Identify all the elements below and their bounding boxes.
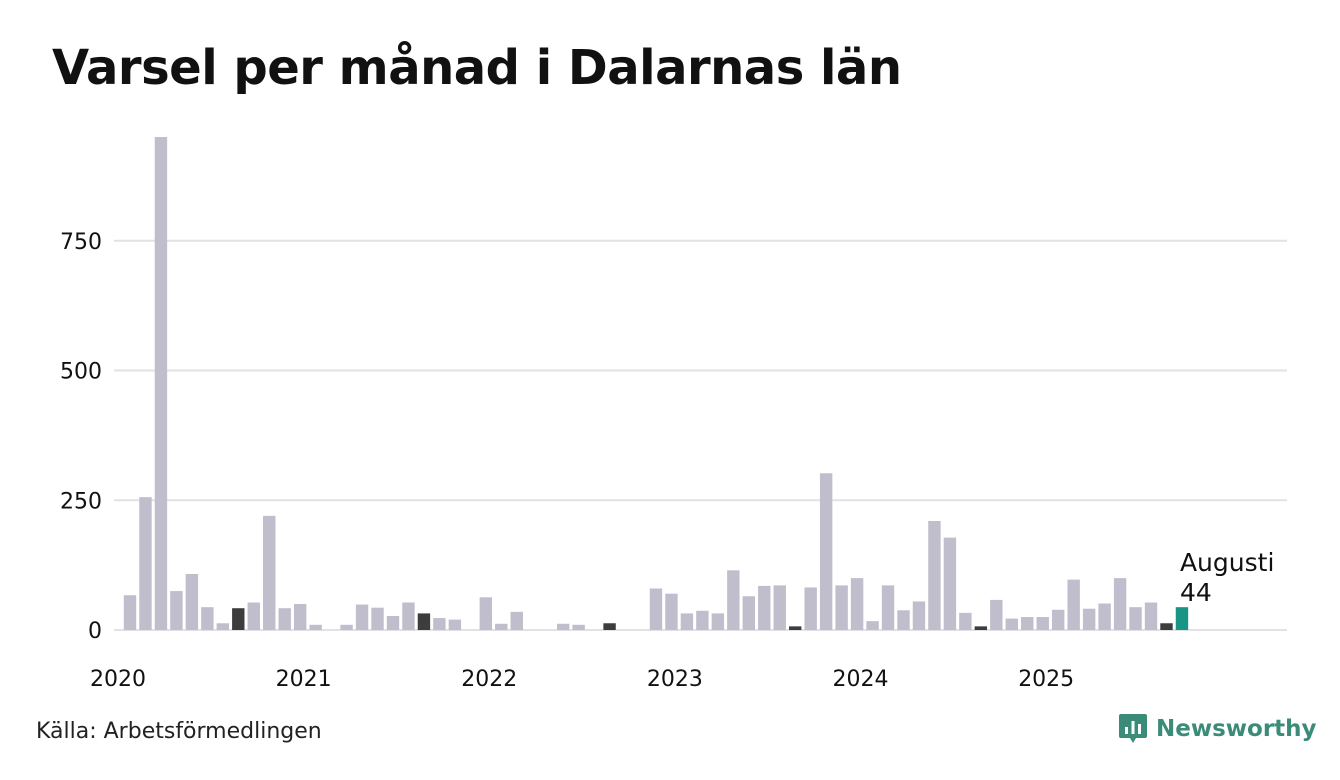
bar — [201, 607, 214, 630]
bar — [309, 624, 322, 630]
x-tick-label-2023: 2023 — [647, 667, 703, 692]
bar — [742, 596, 755, 630]
newsworthy-logo[interactable]: Newsworthy — [1118, 712, 1317, 746]
bar — [154, 137, 168, 630]
x-tick-label-2022: 2022 — [461, 667, 517, 692]
bars — [123, 137, 1189, 630]
bar — [835, 585, 848, 630]
bar — [572, 624, 585, 630]
grid-lines — [114, 239, 1287, 631]
newsworthy-icon — [1119, 714, 1147, 743]
bar — [727, 570, 740, 630]
bar — [789, 626, 802, 630]
x-tick-label-2020: 2020 — [90, 667, 146, 692]
bar — [928, 521, 941, 630]
bar — [247, 602, 260, 630]
bar — [711, 613, 725, 630]
bar — [216, 623, 230, 630]
bar — [1113, 578, 1127, 630]
bar — [293, 604, 307, 630]
x-tick-label-2021: 2021 — [276, 667, 332, 692]
bar — [943, 537, 957, 630]
annotation-value: 44 — [1180, 578, 1212, 607]
bar — [355, 604, 369, 630]
y-tick-label-500: 500 — [60, 360, 102, 385]
bar — [263, 515, 276, 630]
bar — [974, 626, 988, 630]
bar — [649, 588, 663, 630]
bar — [448, 619, 462, 630]
bar — [866, 621, 879, 630]
bar — [556, 623, 570, 630]
bar — [1067, 579, 1080, 630]
y-tick-label-750: 750 — [60, 230, 102, 255]
bar — [773, 585, 786, 630]
bar — [897, 610, 910, 630]
bar — [510, 611, 523, 630]
bar — [665, 593, 678, 630]
bar — [1175, 607, 1189, 630]
bar — [232, 608, 245, 630]
bar — [804, 587, 817, 630]
y-tick-label-250: 250 — [60, 489, 102, 514]
bar — [680, 613, 694, 630]
bar — [912, 601, 926, 630]
x-tick-label-2024: 2024 — [833, 667, 889, 692]
bar — [1082, 608, 1096, 630]
bar — [479, 597, 493, 630]
bar — [1144, 602, 1158, 630]
bar — [139, 497, 152, 630]
bar — [1052, 609, 1065, 630]
bar — [495, 623, 508, 630]
bar — [1036, 617, 1049, 630]
bar — [371, 607, 384, 630]
bar — [819, 473, 833, 630]
bar — [881, 585, 895, 630]
bar — [990, 599, 1003, 630]
bar — [696, 610, 709, 630]
bar — [850, 578, 864, 630]
annotation-label: Augusti — [1180, 548, 1274, 577]
bar — [402, 602, 415, 630]
bar — [123, 595, 137, 630]
bar — [170, 591, 183, 630]
bar — [1005, 618, 1018, 630]
bar — [386, 615, 400, 630]
y-tick-label-0: 0 — [88, 619, 102, 644]
labels: 0 250 500 750 2020 2021 2022 2023 2024 2025 August… — [60, 230, 1274, 692]
bar — [340, 624, 353, 630]
bar — [1098, 603, 1111, 630]
bar — [417, 613, 431, 630]
bar — [1160, 623, 1173, 630]
bar — [603, 623, 616, 630]
x-tick-label-2025: 2025 — [1018, 667, 1074, 692]
bar — [1129, 607, 1142, 630]
source-note: Källa: Arbetsförmedlingen — [36, 719, 322, 744]
brand-name: Newsworthy — [1156, 716, 1317, 742]
chart-title: Varsel per månad i Dalarnas län — [52, 40, 902, 96]
bar — [758, 585, 771, 630]
bar — [1021, 617, 1034, 630]
bar — [959, 612, 972, 630]
bar — [185, 573, 199, 630]
bar — [278, 608, 291, 630]
bar — [433, 618, 446, 630]
